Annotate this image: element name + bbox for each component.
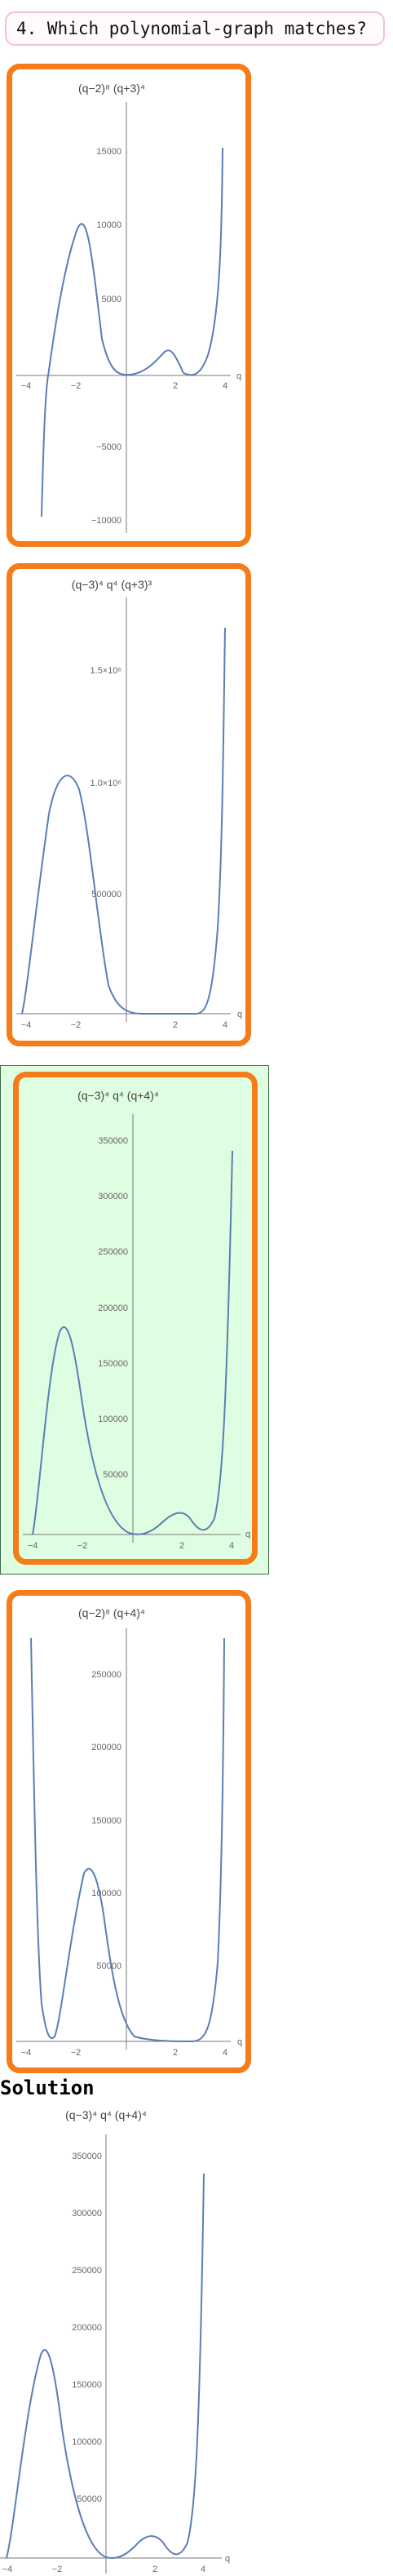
x-axis-label: q xyxy=(245,1530,250,1539)
y-tick-label: 250000 xyxy=(72,2266,102,2276)
plot-option-2: (q−3)⁴ q⁴ (q+3)³ q −4 −2 2 4 1.5×10⁶ 1.0… xyxy=(16,578,242,1030)
x-axis-label: q xyxy=(237,2037,242,2047)
x-tick-group: −4 −2 2 4 xyxy=(21,1020,227,1030)
x-tick-label: 4 xyxy=(223,1020,227,1030)
y-tick-group: 350000 300000 250000 200000 150000 10000… xyxy=(98,1136,128,1480)
question-banner: 4. Which polynomial-graph matches? xyxy=(5,11,385,46)
plot-option-1: (q−2)⁸ (q+3)⁴ q −4 −2 2 4 15000 10000 50… xyxy=(16,82,241,533)
x-tick-label: 2 xyxy=(173,2048,178,2058)
y-tick-label: 10000 xyxy=(96,220,121,230)
x-tick-group: −4 −2 2 4 xyxy=(21,2048,227,2058)
x-tick-label: 4 xyxy=(201,2565,205,2574)
y-tick-label: 300000 xyxy=(98,1192,128,1201)
y-tick-label: 350000 xyxy=(98,1136,128,1146)
data-line xyxy=(41,147,223,517)
y-tick-label: 1.5×10⁶ xyxy=(91,666,121,676)
y-tick-label: 350000 xyxy=(72,2152,102,2161)
y-tick-label: 100000 xyxy=(98,1415,128,1424)
x-tick-group: −4 −2 2 4 xyxy=(21,381,227,391)
y-tick-label: 200000 xyxy=(91,1743,121,1752)
y-tick-group: 250000 200000 150000 100000 50000 xyxy=(91,1670,121,1971)
y-tick-label: 150000 xyxy=(72,2380,102,2390)
x-axis-label: q xyxy=(225,2554,230,2564)
x-tick-label: −4 xyxy=(21,2048,32,2058)
y-tick-label: 5000 xyxy=(102,295,121,304)
y-tick-group: 350000 300000 250000 200000 150000 10000… xyxy=(72,2152,102,2504)
answer-option-4[interactable]: (q−2)⁸ (q+4)⁴ q −4 −2 2 4 250000 200000 … xyxy=(7,1590,251,2073)
x-axis-label: q xyxy=(236,371,241,381)
y-tick-label: 50000 xyxy=(96,1961,121,1971)
plot-option-4: (q−2)⁸ (q+4)⁴ q −4 −2 2 4 250000 200000 … xyxy=(16,1606,242,2058)
y-tick-label: 250000 xyxy=(98,1247,128,1257)
data-line xyxy=(6,2173,205,2560)
data-line xyxy=(32,1150,233,1535)
plot-solution: (q−3)⁴ q⁴ (q+4)⁴ q −4 −2 2 4 350000 3000… xyxy=(0,2108,230,2574)
x-tick-label: −2 xyxy=(77,1541,88,1551)
plot-title: (q−2)⁸ (q+3)⁴ xyxy=(78,82,145,95)
plot-title: (q−3)⁴ q⁴ (q+3)³ xyxy=(72,578,152,591)
x-tick-group: −4 −2 2 4 xyxy=(28,1541,234,1551)
solution-heading: Solution xyxy=(0,2076,95,2099)
plot-title: (q−3)⁴ q⁴ (q+4)⁴ xyxy=(77,1089,159,1102)
x-tick-label: −4 xyxy=(2,2565,13,2574)
x-tick-label: 4 xyxy=(223,381,227,391)
x-tick-label: 2 xyxy=(173,1020,178,1030)
y-tick-label: 15000 xyxy=(96,147,121,157)
data-line xyxy=(21,627,226,1015)
question-text: 4. Which polynomial-graph matches? xyxy=(16,19,367,38)
x-tick-label: −2 xyxy=(52,2565,63,2574)
y-tick-label: 500000 xyxy=(91,890,121,899)
y-tick-group: 1.5×10⁶ 1.0×10⁶ 500000 xyxy=(91,666,121,899)
y-tick-label: 1.0×10⁶ xyxy=(91,779,121,788)
y-tick-label: −5000 xyxy=(96,442,121,452)
x-tick-label: −2 xyxy=(71,1020,82,1030)
y-tick-label: 100000 xyxy=(91,1889,121,1899)
answer-option-1[interactable]: (q−2)⁸ (q+3)⁴ q −4 −2 2 4 15000 10000 50… xyxy=(7,64,251,547)
plot-title: (q−2)⁸ (q+4)⁴ xyxy=(78,1606,145,1619)
y-tick-label: 200000 xyxy=(98,1304,128,1313)
x-axis-label: q xyxy=(237,1010,242,1019)
y-tick-label: 250000 xyxy=(91,1670,121,1680)
y-tick-label: 100000 xyxy=(72,2437,102,2447)
data-line xyxy=(30,1637,225,2043)
y-tick-label: −10000 xyxy=(91,516,121,526)
x-tick-label: −4 xyxy=(21,381,32,391)
x-tick-label: −4 xyxy=(21,1020,32,1030)
x-tick-label: 2 xyxy=(152,2565,157,2574)
x-tick-label: 2 xyxy=(179,1541,184,1551)
x-tick-label: 4 xyxy=(223,2048,227,2058)
answer-option-3[interactable]: (q−3)⁴ q⁴ (q+4)⁴ q −4 −2 2 4 350000 3000… xyxy=(13,1072,258,1565)
x-tick-label: −2 xyxy=(71,381,82,391)
y-tick-group: 15000 10000 5000 −5000 −10000 xyxy=(91,147,121,526)
x-tick-group: −4 −2 2 4 xyxy=(2,2565,205,2574)
y-tick-label: 200000 xyxy=(72,2323,102,2333)
x-tick-label: −2 xyxy=(71,2048,82,2058)
answer-option-2[interactable]: (q−3)⁴ q⁴ (q+3)³ q −4 −2 2 4 1.5×10⁶ 1.0… xyxy=(7,563,251,1046)
y-tick-label: 150000 xyxy=(98,1359,128,1369)
y-tick-label: 150000 xyxy=(91,1816,121,1826)
plot-title: (q−3)⁴ q⁴ (q+4)⁴ xyxy=(65,2108,147,2121)
x-tick-label: −4 xyxy=(28,1541,38,1551)
y-tick-label: 50000 xyxy=(103,1470,128,1480)
y-tick-label: 50000 xyxy=(77,2494,102,2504)
x-tick-label: 2 xyxy=(173,381,178,391)
y-tick-label: 300000 xyxy=(72,2209,102,2218)
plot-option-3: (q−3)⁴ q⁴ (q+4)⁴ q −4 −2 2 4 350000 3000… xyxy=(23,1089,250,1551)
x-tick-label: 4 xyxy=(229,1541,234,1551)
